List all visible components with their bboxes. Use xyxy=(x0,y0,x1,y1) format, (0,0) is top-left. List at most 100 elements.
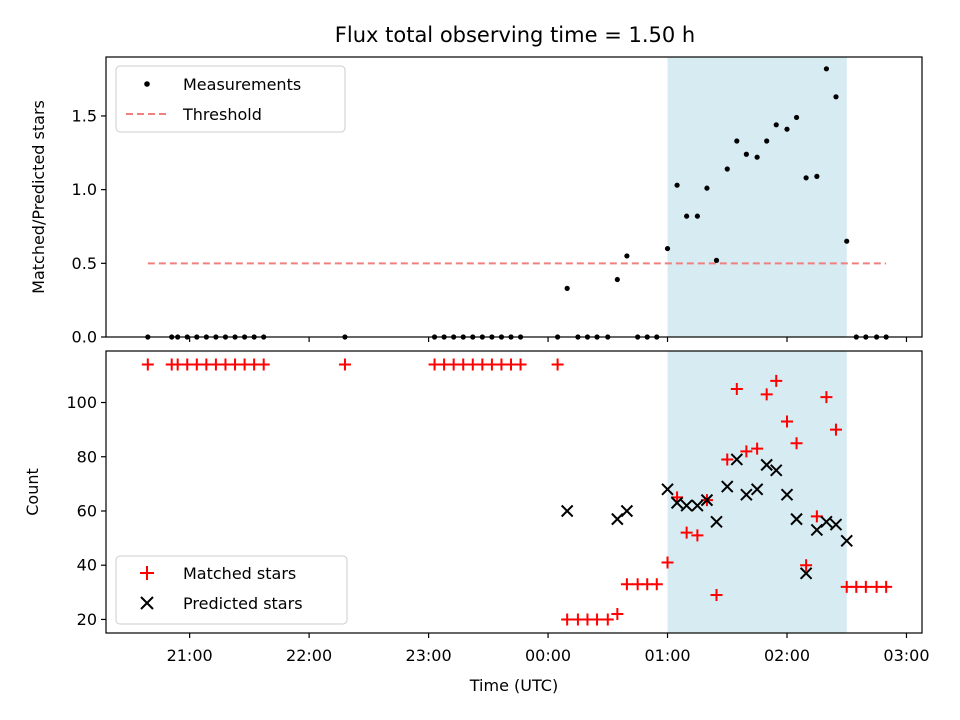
ratio-plot-frame xyxy=(105,56,923,338)
measurement-point xyxy=(803,175,809,181)
predicted-star-point xyxy=(780,488,794,501)
predicted-star-point xyxy=(721,480,734,493)
predicted-star-point xyxy=(730,453,744,466)
measurement-point xyxy=(684,213,690,219)
measurement-point xyxy=(814,173,820,179)
predicted-star-point xyxy=(680,499,693,512)
matched-star-point xyxy=(561,613,574,626)
matched-star-point xyxy=(820,391,833,404)
y-tick-label: 60 xyxy=(77,501,97,520)
matched-star-point xyxy=(880,580,893,593)
x-axis-label: Time (UTC) xyxy=(469,676,558,695)
x-tick-label: 01:00 xyxy=(644,646,690,665)
matched-star-point xyxy=(800,559,813,572)
matched-star-point xyxy=(611,608,624,621)
y-tick-label: 0.5 xyxy=(72,254,97,273)
matched-star-point xyxy=(141,358,154,371)
matched-star-point xyxy=(661,556,674,569)
matched-star-point xyxy=(829,423,842,436)
legend-predicted-marker xyxy=(140,596,154,610)
matched-star-point xyxy=(591,613,604,626)
predicted-star-point xyxy=(820,515,833,529)
measurement-point xyxy=(713,257,720,263)
predicted-star-point xyxy=(710,515,723,529)
measurement-point xyxy=(844,238,850,244)
observing-span-bottom xyxy=(667,351,847,633)
predicted-star-point xyxy=(691,499,704,512)
x-tick-label: 22:00 xyxy=(286,646,332,665)
y-tick-label: 0.0 xyxy=(72,328,97,347)
measurement-point xyxy=(754,154,760,160)
predicted-star-point xyxy=(740,488,753,501)
measurement-point xyxy=(833,94,839,100)
predicted-star-point xyxy=(770,464,783,477)
legend-measurements-label: Measurements xyxy=(183,75,301,94)
legend-matched-marker xyxy=(140,566,154,580)
matched-star-point xyxy=(780,415,793,428)
counts-legend: Matched stars Predicted stars xyxy=(115,555,348,625)
matched-star-point xyxy=(601,613,614,626)
ratio-legend: Measurements Threshold xyxy=(115,65,346,133)
matched-star-point xyxy=(740,445,753,458)
matched-star-point xyxy=(514,358,527,371)
matched-star-point xyxy=(257,358,270,371)
measurement-point xyxy=(704,185,710,191)
predicted-star-point xyxy=(620,504,634,518)
matched-star-point xyxy=(650,578,663,591)
y-tick-label: 20 xyxy=(77,610,97,629)
y-tick-label: 40 xyxy=(77,556,97,575)
matched-star-point xyxy=(751,442,764,455)
predicted-star-point xyxy=(560,504,574,518)
matched-star-point xyxy=(710,589,723,602)
measurement-point xyxy=(793,114,800,121)
x-tick-label: 21:00 xyxy=(167,646,213,665)
measurement-point xyxy=(694,213,700,219)
matched-star-point xyxy=(859,580,872,593)
counts-panel: 20 40 60 80 100 21:00 22:00 23:00 00:00 01:00 02:… xyxy=(23,350,930,695)
x-tick-label: 03:00 xyxy=(883,646,929,665)
matched-star-point xyxy=(680,526,693,539)
measurement-point xyxy=(823,66,830,72)
legend-predicted-label: Predicted stars xyxy=(183,594,303,613)
matched-star-point xyxy=(730,382,743,395)
ratio-y-label: Matched/Predicted stars xyxy=(29,100,48,294)
predicted-star-point xyxy=(790,512,803,526)
y-tick-label: 80 xyxy=(77,447,97,466)
measurement-point xyxy=(734,138,740,144)
chart-title: Flux total observing time = 1.50 h xyxy=(335,23,695,47)
predicted-star-point xyxy=(750,483,764,496)
predicted-star-point xyxy=(661,483,674,496)
matched-star-point xyxy=(770,374,783,387)
counts-y-label: Count xyxy=(23,468,42,516)
predicted-star-point xyxy=(840,534,853,548)
predicted-star-point xyxy=(760,458,773,472)
legend-threshold-label: Threshold xyxy=(182,105,262,124)
measurement-point xyxy=(724,166,730,172)
measurement-point xyxy=(614,276,620,283)
x-tick-label: 23:00 xyxy=(406,646,452,665)
matched-star-point xyxy=(721,453,734,466)
measurement-point xyxy=(764,138,770,144)
measurement-point xyxy=(773,122,779,128)
legend-measurements-marker xyxy=(144,81,150,87)
matched-star-point xyxy=(551,358,564,371)
y-tick-label: 1.5 xyxy=(72,106,97,125)
predicted-star-point xyxy=(611,512,624,526)
predicted-star-point xyxy=(810,523,824,537)
predicted-star-point xyxy=(799,567,813,580)
matched-star-point xyxy=(790,437,803,450)
ratio-panel: 0.0 0.5 1.0 1.5 Matched/Predicted stars Mea… xyxy=(29,56,923,347)
predicted-star-point xyxy=(670,496,684,510)
y-tick-label: 100 xyxy=(66,393,97,412)
measurement-point xyxy=(624,253,630,259)
matched-star-point xyxy=(691,529,704,542)
y-tick-label: 1.0 xyxy=(72,180,97,199)
measurement-point xyxy=(664,245,671,252)
matched-star-point xyxy=(338,358,351,371)
measurement-point xyxy=(743,151,749,157)
counts-legend-box xyxy=(115,555,348,625)
legend-matched-label: Matched stars xyxy=(183,564,296,583)
predicted-star-point xyxy=(700,493,714,507)
matched-star-point xyxy=(620,578,633,591)
